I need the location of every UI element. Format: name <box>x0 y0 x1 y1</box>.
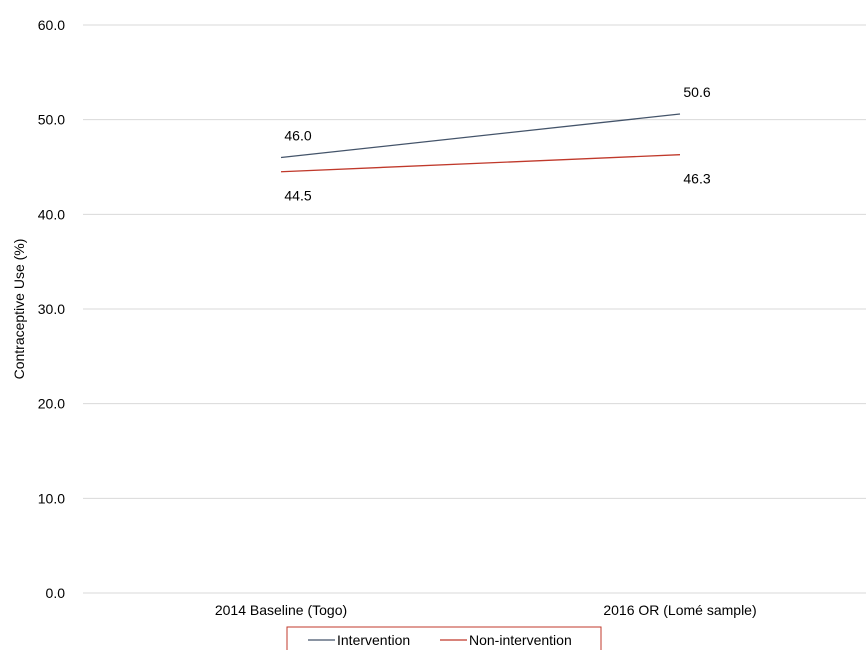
data-label: 44.5 <box>284 188 311 204</box>
y-tick-label: 30.0 <box>38 301 65 317</box>
x-tick-label: 2016 OR (Lomé sample) <box>603 602 756 618</box>
data-label: 46.3 <box>683 171 710 187</box>
x-tick-label: 2014 Baseline (Togo) <box>215 602 347 618</box>
y-axis-ticks: 0.0 10.0 20.0 30.0 40.0 50.0 60.0 <box>38 17 65 601</box>
y-tick-label: 40.0 <box>38 206 65 222</box>
data-label: 46.0 <box>284 128 311 144</box>
series-line-non-intervention <box>280 154 681 173</box>
legend-label: Non-intervention <box>469 632 572 648</box>
y-axis-label: Contraceptive Use (%) <box>11 239 27 380</box>
legend-label: Intervention <box>337 632 410 648</box>
legend: Intervention Non-intervention <box>286 626 602 655</box>
data-label: 50.6 <box>683 84 710 100</box>
series-lines <box>280 113 681 173</box>
data-labels: 46.0 50.6 44.5 46.3 <box>284 84 710 204</box>
x-axis-ticks: 2014 Baseline (Togo) 2016 OR (Lomé sample… <box>215 602 757 618</box>
gridlines <box>83 24 866 594</box>
y-tick-label: 10.0 <box>38 490 65 506</box>
y-tick-label: 50.0 <box>38 112 65 128</box>
y-tick-label: 60.0 <box>38 17 65 33</box>
y-tick-label: 0.0 <box>46 585 66 601</box>
series-line-intervention <box>280 113 681 159</box>
y-tick-label: 20.0 <box>38 396 65 412</box>
